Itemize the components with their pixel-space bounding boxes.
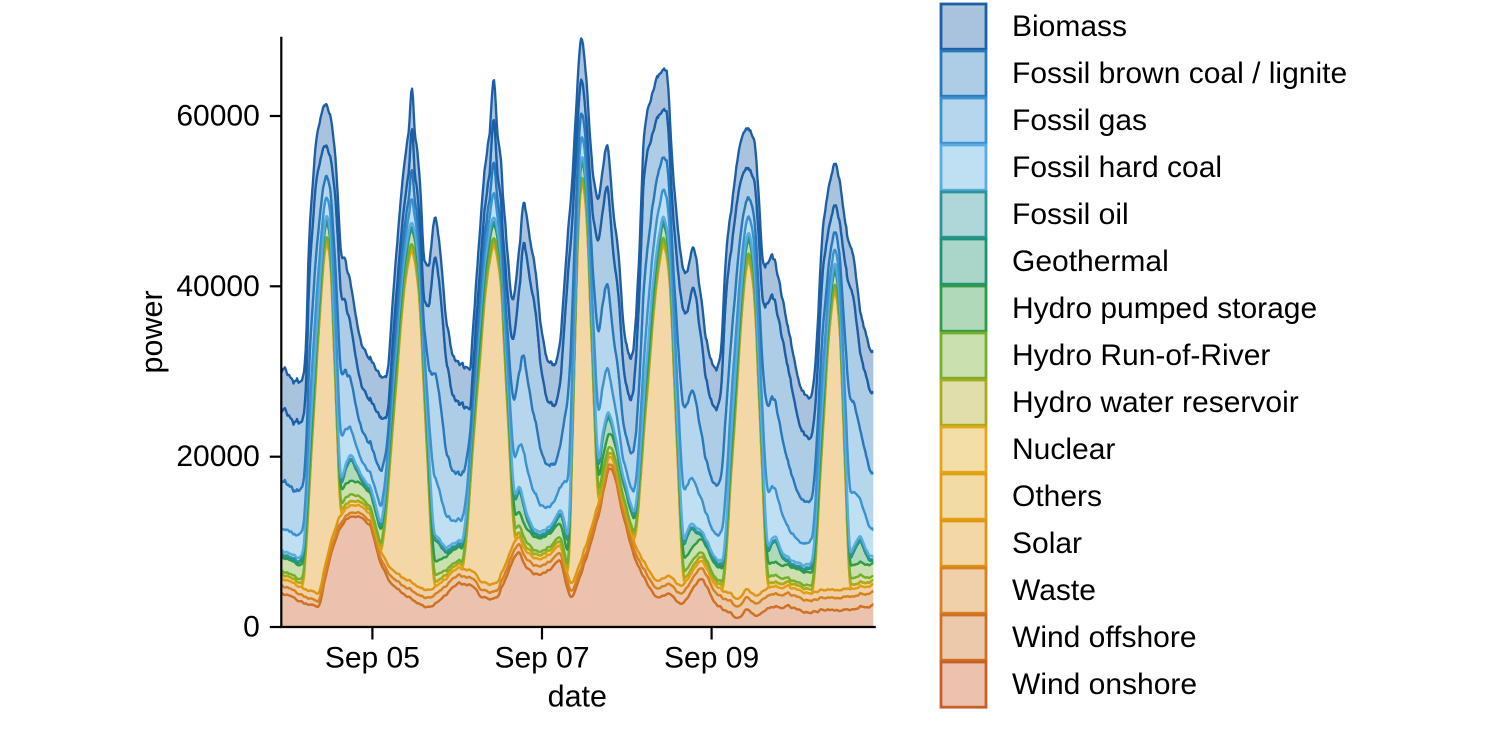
svg-text:Waste: Waste: [1012, 574, 1096, 607]
svg-text:Sep 09: Sep 09: [664, 642, 759, 675]
svg-text:60000: 60000: [176, 100, 259, 133]
svg-text:Fossil hard coal: Fossil hard coal: [1012, 151, 1222, 184]
svg-text:Hydro Run-of-River: Hydro Run-of-River: [1012, 339, 1270, 372]
svg-text:Biomass: Biomass: [1012, 10, 1127, 43]
svg-text:Fossil gas: Fossil gas: [1012, 104, 1147, 137]
svg-text:Others: Others: [1012, 480, 1102, 513]
svg-text:40000: 40000: [176, 270, 259, 303]
svg-text:Fossil oil: Fossil oil: [1012, 198, 1129, 231]
svg-text:Wind offshore: Wind offshore: [1012, 621, 1197, 654]
svg-text:power: power: [135, 290, 169, 373]
svg-text:Nuclear: Nuclear: [1012, 433, 1115, 466]
svg-text:0: 0: [243, 611, 260, 644]
svg-text:Wind onshore: Wind onshore: [1012, 668, 1197, 701]
svg-text:Geothermal: Geothermal: [1012, 245, 1169, 278]
svg-text:Solar: Solar: [1012, 527, 1082, 560]
svg-text:Hydro water reservoir: Hydro water reservoir: [1012, 386, 1299, 419]
svg-text:Fossil brown coal / lignite: Fossil brown coal / lignite: [1012, 57, 1347, 90]
svg-text:Sep 07: Sep 07: [494, 642, 589, 675]
svg-text:Sep 05: Sep 05: [325, 642, 420, 675]
svg-text:Hydro pumped storage: Hydro pumped storage: [1012, 292, 1317, 325]
svg-text:date: date: [548, 680, 607, 714]
svg-text:20000: 20000: [176, 440, 259, 473]
